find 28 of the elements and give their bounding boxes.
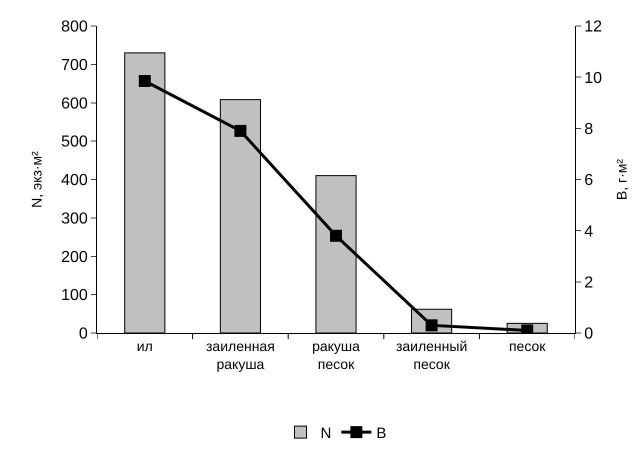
legend-label: N	[320, 424, 332, 442]
x-tick-label: ил	[136, 338, 153, 354]
y2-tick-label: 2	[584, 274, 594, 292]
y2-tick-label: 0	[584, 326, 594, 343]
y2-tick-label: 10	[584, 70, 602, 87]
y2-tick-label: 6	[584, 172, 594, 190]
y-tick-label: 200	[61, 248, 88, 266]
y2-tick-label: 12	[584, 18, 602, 36]
y-tick-label: 300	[61, 210, 88, 228]
point	[330, 230, 342, 242]
y2-axis-title: В, г·м²	[613, 158, 630, 200]
y-tick-label: 500	[61, 134, 88, 151]
y-tick-label: 400	[61, 172, 88, 190]
y-axis-title: N, экз·м²	[28, 150, 45, 208]
y-tick-label: 800	[61, 18, 88, 36]
point	[138, 75, 151, 87]
y-tick-label: 700	[61, 56, 88, 74]
y-tick-label: 0	[78, 326, 88, 343]
x-tick-label: заиленный песок	[396, 338, 468, 372]
y2-tick-label: 4	[584, 223, 594, 240]
y2-tick-label: 8	[584, 120, 594, 138]
x-tick-label: песок	[508, 338, 546, 354]
x-tick-label: заиленная ракуша	[206, 338, 275, 372]
point	[234, 124, 246, 137]
legend-label: B	[376, 424, 386, 442]
y-tick-label: 100	[61, 287, 88, 304]
x-tick-label: ракуша песок	[312, 338, 360, 372]
y-tick-label: 600	[61, 95, 88, 112]
